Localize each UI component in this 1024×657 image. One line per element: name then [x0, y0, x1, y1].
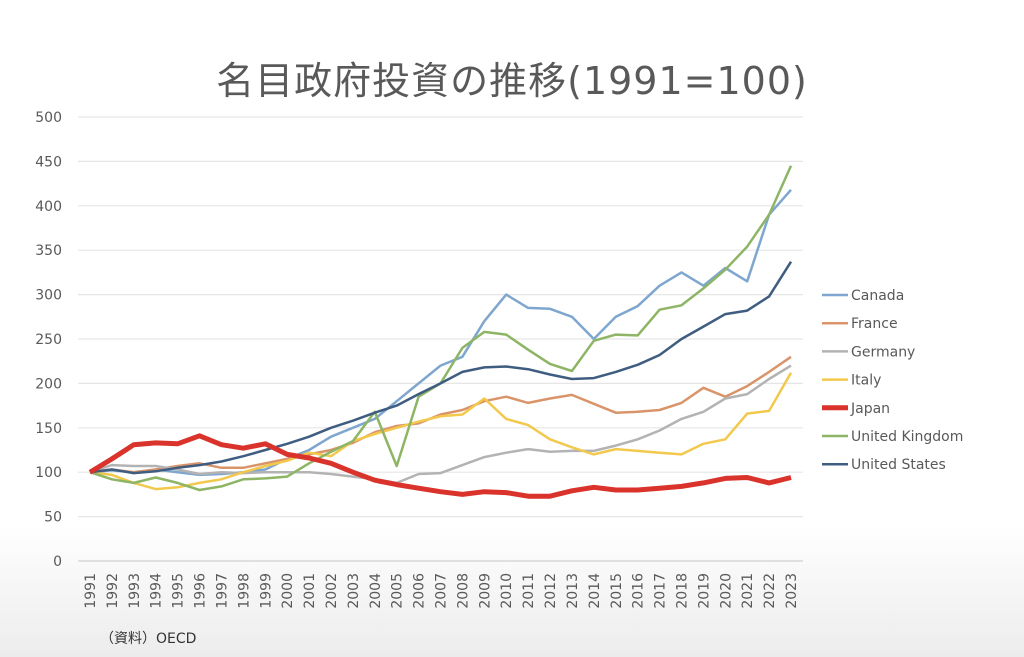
- legend-label: Canada: [851, 288, 904, 304]
- x-tick-label: 2018: [674, 573, 690, 609]
- series-line-japan: [88, 433, 792, 499]
- legend-label: France: [851, 316, 898, 332]
- x-tick-label: 2006: [412, 573, 428, 609]
- y-tick-label: 50: [44, 510, 62, 526]
- x-tick-label: 2019: [696, 573, 712, 609]
- x-tick-label: 2013: [565, 573, 581, 609]
- y-tick-label: 450: [35, 154, 62, 170]
- x-tick-label: 2000: [280, 573, 296, 609]
- x-tick-label: 2009: [477, 573, 493, 609]
- x-tick-label: 2007: [434, 573, 450, 609]
- series-line-united-states: [89, 261, 793, 475]
- y-tick-label: 300: [35, 288, 62, 304]
- legend-label: Japan: [850, 401, 890, 417]
- x-tick-label: 2004: [368, 573, 384, 609]
- series-line-france: [89, 355, 792, 474]
- x-tick-label: 1998: [236, 573, 252, 609]
- x-tick-label: 1996: [193, 573, 209, 609]
- x-tick-label: 2017: [653, 573, 669, 609]
- x-tick-label: 1994: [149, 573, 165, 609]
- y-tick-label: 150: [35, 421, 62, 437]
- y-tick-label: 400: [35, 199, 62, 215]
- series-line-canada: [89, 188, 792, 477]
- y-tick-label: 250: [35, 332, 62, 348]
- x-tick-label: 2015: [609, 573, 625, 609]
- x-tick-label: 2008: [455, 573, 471, 609]
- x-tick-label: 2022: [762, 573, 778, 609]
- x-tick-label: 2005: [390, 573, 406, 609]
- x-tick-label: 1993: [127, 573, 143, 609]
- series-line-united-kingdom: [89, 165, 793, 492]
- legend-label: Italy: [851, 373, 881, 389]
- x-tick-label: 2002: [324, 573, 340, 609]
- y-tick-label: 100: [35, 465, 62, 481]
- x-tick-label: 2001: [302, 573, 318, 609]
- legend-label: United States: [851, 457, 946, 473]
- x-tick-label: 1992: [105, 573, 121, 609]
- legend-label: United Kingdom: [851, 429, 963, 445]
- x-tick-label: 2010: [499, 573, 515, 609]
- x-tick-label: 2003: [346, 573, 362, 609]
- x-tick-label: 1995: [171, 573, 187, 609]
- x-tick-label: 2023: [784, 573, 800, 609]
- x-tick-label: 1997: [214, 573, 230, 609]
- x-tick-label: 2014: [587, 573, 603, 609]
- x-tick-label: 2021: [740, 573, 756, 609]
- chart-title: 名目政府投資の推移(1991=100): [216, 59, 808, 103]
- x-tick-label: 1991: [83, 573, 99, 609]
- y-tick-label: 0: [53, 554, 62, 570]
- series-line-italy: [89, 372, 793, 491]
- y-tick-label: 500: [35, 110, 62, 126]
- source-note: （資料）OECD: [100, 631, 197, 647]
- y-tick-label: 350: [35, 243, 62, 259]
- x-tick-label: 2011: [521, 573, 537, 609]
- series-line-germany: [89, 364, 792, 485]
- y-tick-label: 200: [35, 376, 62, 392]
- legend-label: Germany: [851, 344, 915, 360]
- x-tick-label: 2016: [631, 573, 647, 609]
- x-tick-label: 2020: [718, 573, 734, 609]
- x-tick-label: 2012: [543, 573, 559, 609]
- x-tick-label: 1999: [258, 573, 274, 609]
